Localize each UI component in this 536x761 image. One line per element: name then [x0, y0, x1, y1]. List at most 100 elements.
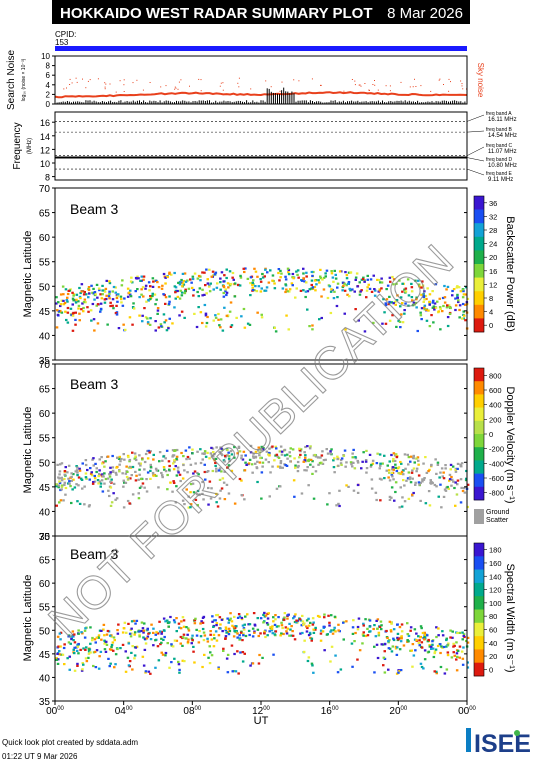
velocity-data-cell: [108, 475, 112, 478]
velocity-data-cell: [165, 449, 169, 452]
width-data-cell: [202, 631, 206, 634]
width-data-cell: [164, 651, 168, 655]
power-data-cell: [60, 311, 64, 314]
width-data-cell: [274, 630, 278, 633]
width-data-cell: [430, 647, 433, 650]
velocity-data-cell: [351, 456, 354, 459]
width-data-cell: [56, 635, 60, 638]
velocity-data-cell: [244, 461, 247, 464]
power-data-cell: [428, 300, 431, 304]
power-data-cell: [456, 293, 459, 296]
velocity-data-cell: [466, 505, 469, 509]
power-data-cell: [274, 330, 278, 333]
velocity-data-cell: [257, 446, 260, 449]
velocity-data-cell: [226, 454, 229, 457]
velocity-data-cell: [202, 498, 205, 501]
velocity-data-cell: [95, 467, 98, 470]
width-data-cell: [231, 670, 234, 673]
width-data-cell: [356, 628, 360, 631]
power-data-cell: [239, 276, 243, 279]
width-data-cell: [435, 670, 438, 673]
power-data-cell: [87, 286, 91, 289]
width-data-cell: [58, 632, 62, 635]
velocity-data-cell: [452, 480, 455, 483]
power-data-cell: [182, 283, 186, 286]
width-data-cell: [392, 638, 396, 642]
velocity-data-cell: [390, 473, 394, 476]
velocity-data-cell: [107, 489, 110, 492]
power-data-cell: [232, 278, 235, 281]
velocity-data-cell: [158, 451, 162, 454]
noise-dot: [354, 80, 356, 82]
power-data-cell: [459, 290, 463, 293]
width-colorbar-swatch: [474, 543, 484, 557]
width-data-cell: [423, 631, 426, 634]
velocity-data-cell: [209, 452, 213, 455]
width-data-cell: [160, 651, 163, 654]
power-data-cell: [465, 286, 468, 289]
width-data-cell: [291, 630, 294, 633]
power-data-cell: [164, 296, 168, 299]
velocity-data-cell: [74, 470, 77, 473]
width-data-cell: [209, 633, 212, 636]
power-data-cell: [225, 268, 228, 271]
power-data-cell: [105, 294, 108, 297]
power-data-cell: [290, 282, 294, 285]
velocity-data-cell: [417, 481, 421, 484]
power-data-cell: [103, 289, 106, 292]
width-data-cell: [59, 645, 62, 648]
velocity-data-cell: [456, 462, 460, 465]
power-data-cell: [441, 310, 444, 313]
power-data-cell: [233, 295, 237, 298]
width-data-cell: [236, 632, 239, 635]
width-data-cell: [225, 631, 228, 634]
velocity-data-cell: [126, 478, 130, 481]
velocity-data-cell: [415, 467, 419, 470]
velocity-data-cell: [166, 473, 169, 477]
velocity-data-cell: [90, 474, 94, 477]
velocity-data-cell: [134, 455, 137, 458]
x-tick-label: 0400: [115, 706, 133, 717]
power-data-cell: [366, 274, 369, 277]
frequency-y-tick-label: 12: [40, 145, 50, 155]
power-data-cell: [132, 307, 136, 310]
width-data-cell: [357, 617, 361, 620]
width-data-cell: [325, 633, 329, 636]
width-data-cell: [262, 621, 265, 624]
power-data-cell: [111, 304, 114, 307]
power-data-cell: [401, 302, 404, 305]
power-data-cell: [401, 290, 404, 293]
velocity-data-cell: [175, 455, 179, 458]
width-data-cell: [362, 624, 365, 627]
width-data-cell: [440, 645, 443, 648]
power-data-cell: [311, 274, 314, 277]
velocity-data-cell: [292, 479, 296, 482]
width-data-cell: [57, 658, 60, 661]
velocity-data-cell: [388, 479, 392, 482]
power-data-cell: [83, 298, 87, 301]
velocity-data-cell: [127, 455, 130, 459]
width-colorbar-tick-label: 80: [489, 612, 497, 621]
velocity-data-cell: [181, 499, 185, 502]
width-data-cell: [144, 642, 148, 645]
width-data-cell: [100, 629, 103, 632]
velocity-data-cell: [444, 467, 447, 470]
logo-text: ISEE: [474, 730, 531, 758]
power-data-cell: [341, 285, 345, 289]
power-data-cell: [421, 280, 424, 283]
power-data-cell: [392, 302, 395, 305]
power-data-cell: [114, 312, 118, 315]
width-data-cell: [143, 637, 147, 640]
power-data-cell: [438, 306, 442, 309]
velocity-colorbar-tick-label: 0: [489, 430, 493, 439]
width-data-cell: [295, 619, 298, 622]
velocity-data-cell: [356, 459, 359, 463]
power-data-cell: [216, 282, 219, 285]
velocity-data-cell: [350, 463, 353, 466]
velocity-data-cell: [233, 502, 237, 505]
noise-y-tick-label: 6: [46, 71, 51, 80]
velocity-data-cell: [203, 452, 206, 455]
velocity-data-cell: [252, 452, 255, 455]
power-data-cell: [228, 270, 232, 273]
